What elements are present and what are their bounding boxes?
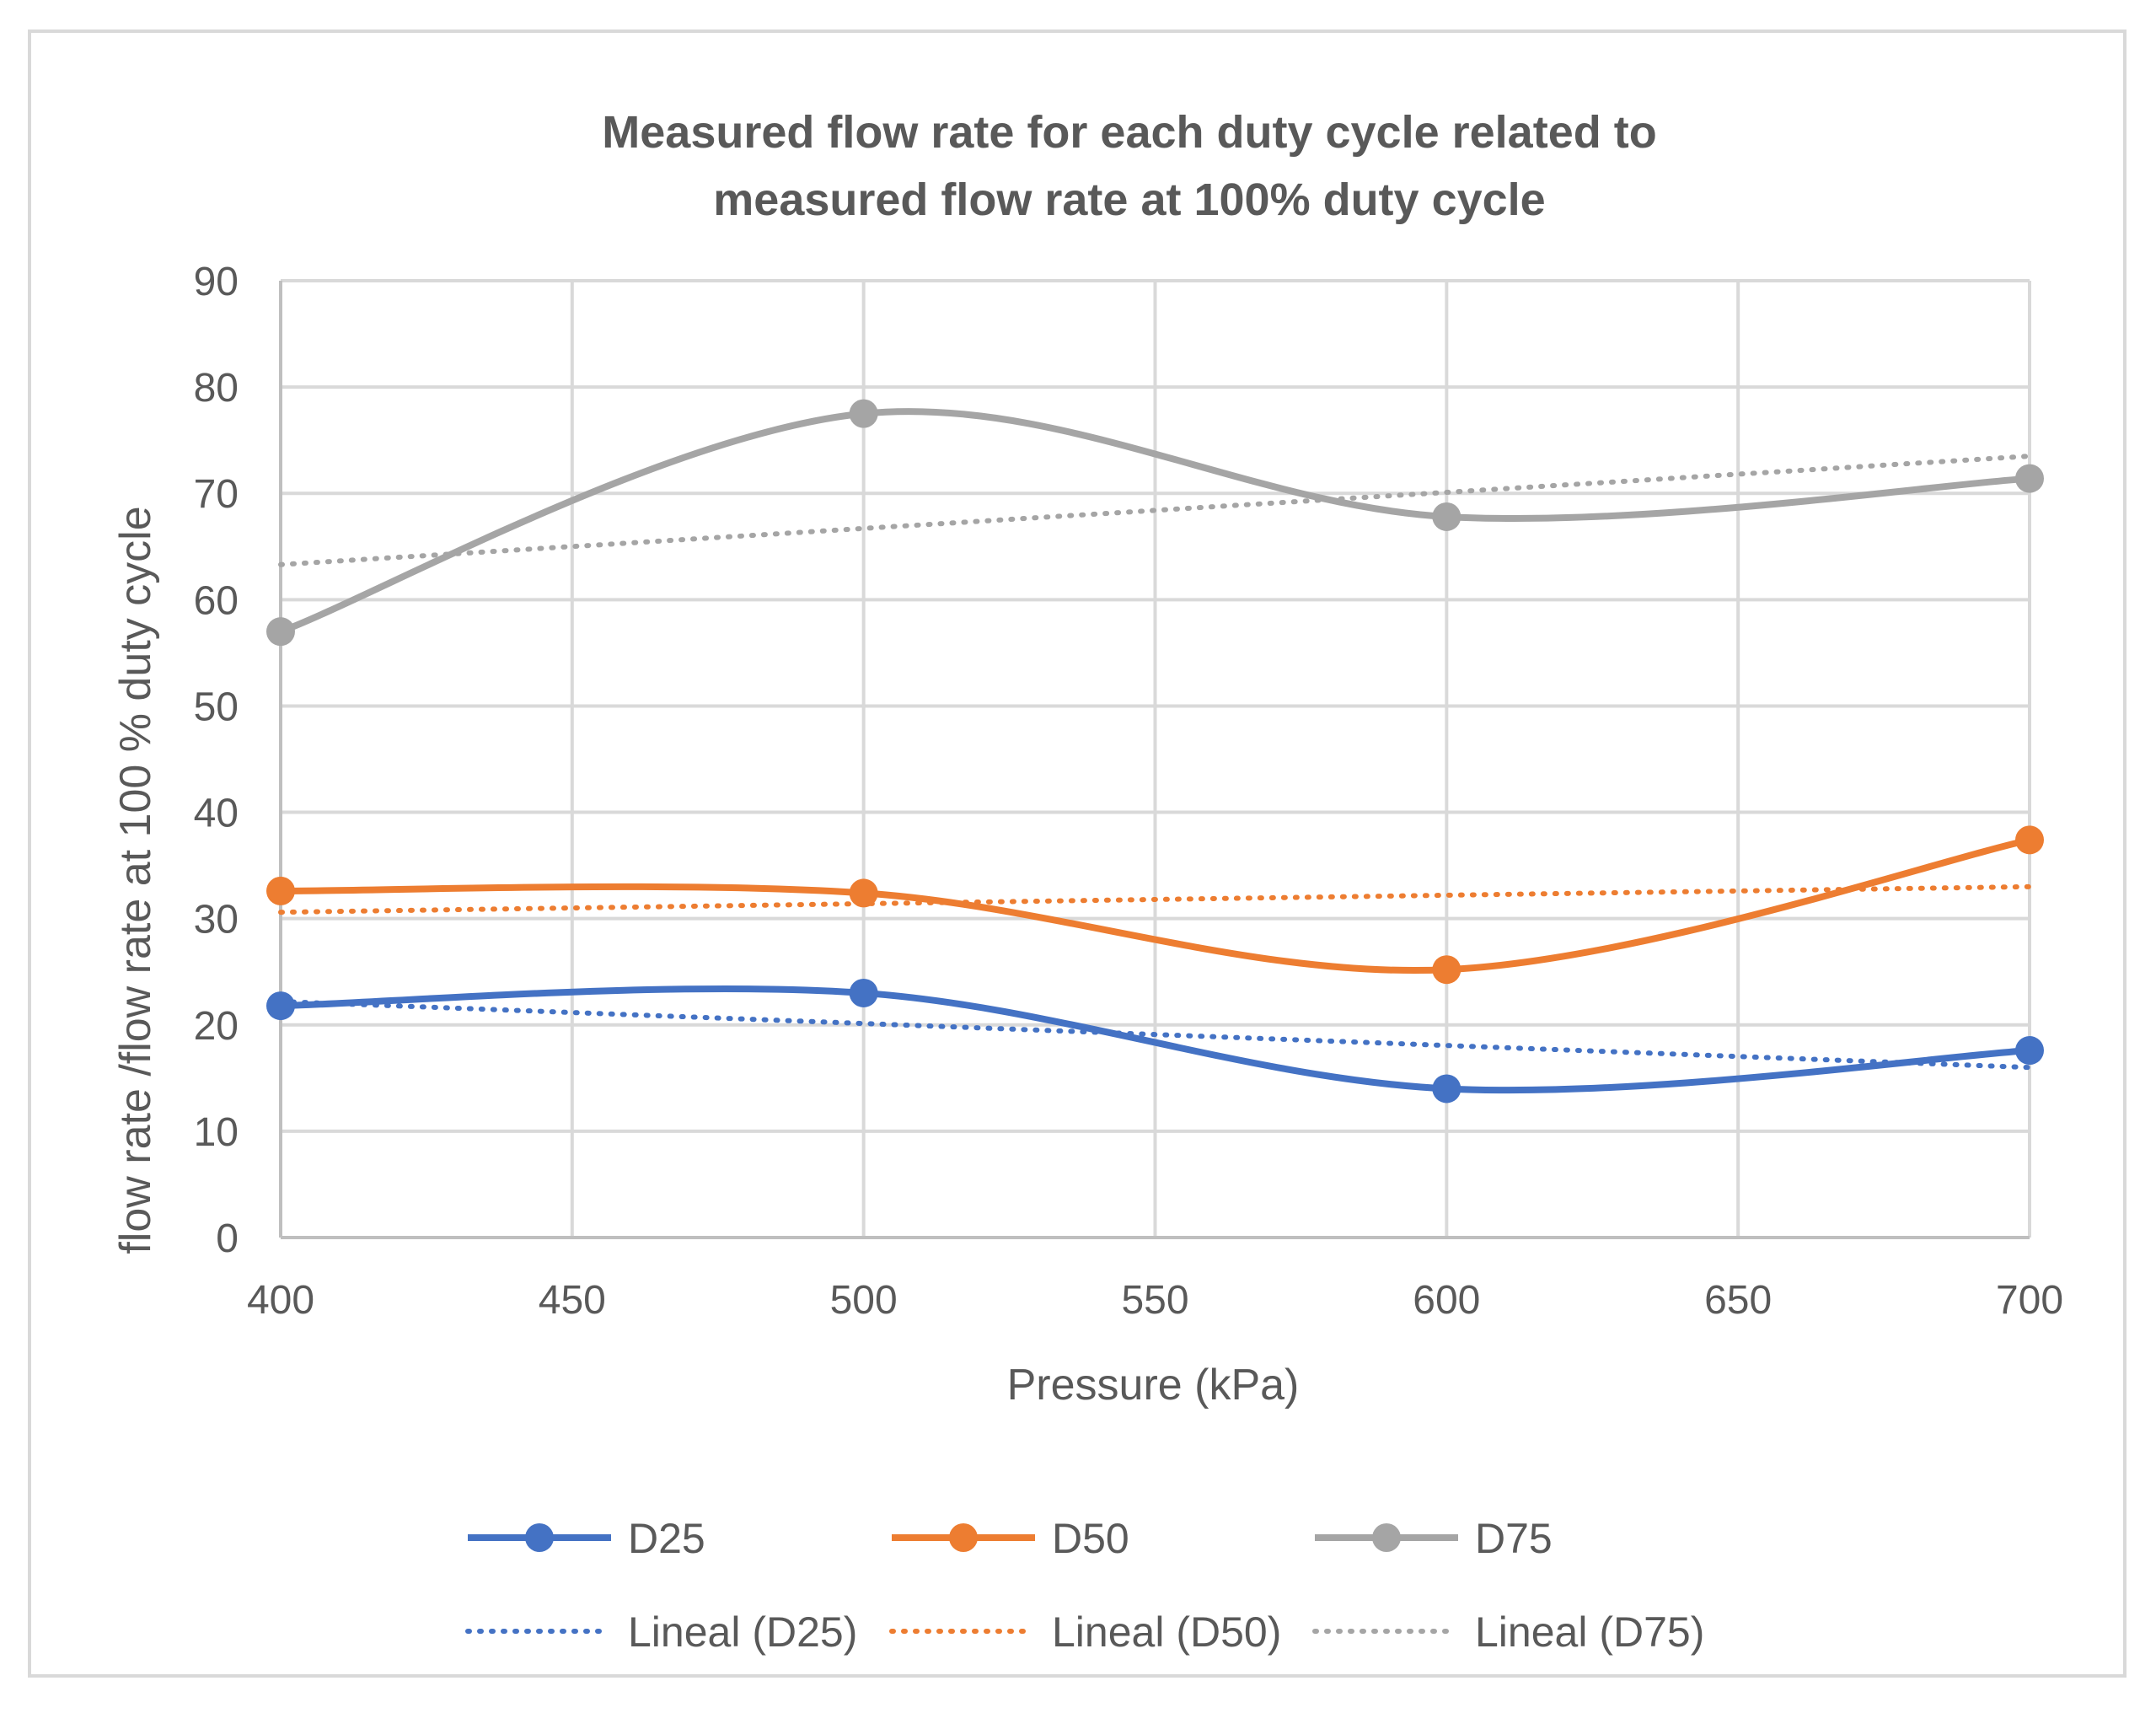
x-tick-label-500: 500 — [830, 1278, 898, 1323]
y-tick-label-0: 0 — [216, 1216, 239, 1261]
series-line-d75 — [277, 408, 2033, 636]
y-tick-label-70: 70 — [194, 472, 239, 517]
chart-title-line-1: Measured flow rate for each duty cycle r… — [602, 107, 1656, 158]
x-tick-label-700: 700 — [1996, 1278, 2063, 1323]
y-tick-label-10: 10 — [194, 1110, 239, 1155]
trendlines — [278, 454, 2032, 1071]
legend-trend-label-d75: Lineal (D75) — [1475, 1608, 1704, 1656]
data-point-d50-500 — [849, 878, 878, 908]
y-tick-label-50: 50 — [194, 685, 239, 729]
chart-title-line-2: measured flow rate at 100% duty cycle — [713, 175, 1545, 225]
x-tick-label-450: 450 — [539, 1278, 606, 1323]
series-line-d25 — [277, 985, 2033, 1094]
y-tick-label-80: 80 — [194, 366, 239, 411]
y-axis-label: flow rate /flow rate at 100 % duty cycle — [111, 506, 160, 1254]
legend-trend-label-d25: Lineal (D25) — [628, 1608, 857, 1656]
y-tick-label-30: 30 — [194, 898, 239, 942]
legend-label-d50: D50 — [1052, 1515, 1129, 1562]
trendline-d75 — [278, 454, 2032, 567]
series-line-d50 — [277, 836, 2033, 975]
gridlines — [279, 279, 2031, 1238]
y-tick-label-40: 40 — [194, 792, 239, 836]
trendline-d50 — [278, 883, 2032, 916]
x-tick-label-550: 550 — [1121, 1278, 1188, 1323]
legend-marker-d75 — [1372, 1523, 1401, 1552]
trendline-d25 — [278, 999, 2032, 1071]
data-point-d25-500 — [849, 978, 878, 1007]
legend-marker-d50 — [949, 1523, 978, 1552]
data-point-d50-400 — [266, 876, 295, 905]
axes — [279, 281, 2030, 1239]
x-axis-label: Pressure (kPa) — [1007, 1361, 1300, 1410]
legend-trend-label-d50: Lineal (D50) — [1052, 1608, 1281, 1656]
y-tick-label-60: 60 — [194, 578, 239, 623]
data-point-d25-400 — [266, 991, 295, 1021]
data-point-d50-600 — [1432, 955, 1461, 985]
data-point-d50-700 — [2015, 825, 2044, 855]
data-point-d25-700 — [2015, 1036, 2044, 1066]
y-tick-label-90: 90 — [194, 260, 239, 304]
data-point-d75-500 — [849, 399, 878, 428]
x-tick-label-600: 600 — [1413, 1278, 1480, 1323]
data-series — [266, 399, 2044, 1104]
legend: D25 D50 D75 Lineal (D25) Lineal (D50) Lineal … — [465, 1515, 1704, 1656]
data-point-d75-700 — [2015, 464, 2044, 493]
legend-label-d25: D25 — [628, 1515, 705, 1562]
chart-frame — [28, 30, 2127, 1678]
data-point-d75-600 — [1432, 502, 1461, 531]
x-tick-label-650: 650 — [1704, 1278, 1772, 1323]
legend-marker-d25 — [525, 1523, 554, 1552]
y-tick-label-20: 20 — [194, 1004, 239, 1049]
data-point-d75-400 — [266, 617, 295, 647]
legend-label-d75: D75 — [1475, 1515, 1553, 1562]
tick-labels: 0 10 20 30 40 50 60 70 80 90 400 450 500 550 600 650 700 — [194, 260, 2063, 1323]
x-tick-label-400: 400 — [247, 1278, 314, 1323]
data-point-d25-600 — [1432, 1074, 1461, 1104]
